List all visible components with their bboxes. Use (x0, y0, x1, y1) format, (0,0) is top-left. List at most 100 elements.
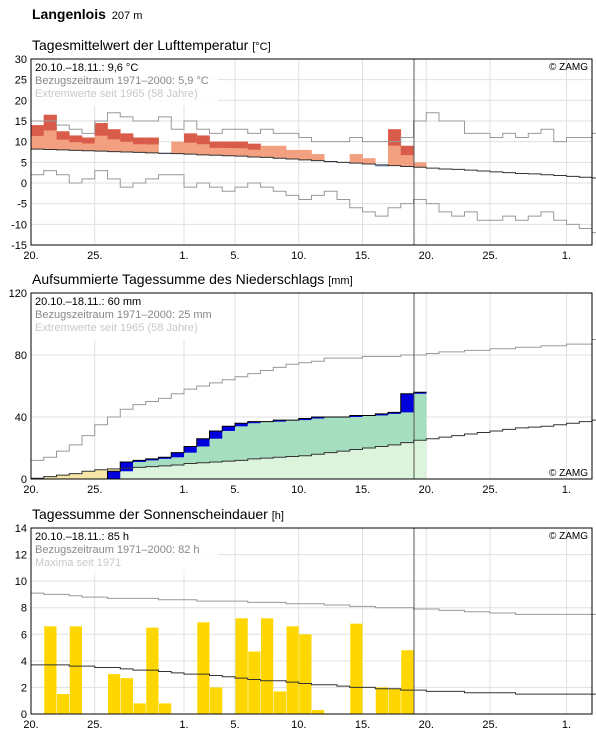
station-header: Langenlois 207 m (32, 6, 142, 22)
precip-fill-below-mean (247, 458, 261, 479)
y-tick-label: 10 (15, 576, 27, 588)
precip-fill-below-mean (375, 446, 389, 479)
precip-fill-above-mean (375, 413, 389, 447)
sun-day-bar (210, 687, 223, 714)
precip-daily-increment (247, 421, 261, 424)
sun-day-bar (44, 626, 57, 714)
sun-mean-line (31, 664, 596, 695)
x-tick-label: 1. (562, 250, 571, 262)
precip-fill-below-mean (235, 460, 249, 479)
x-tick-label: 25. (87, 719, 102, 731)
y-tick-label: 14 (15, 523, 27, 535)
precip-fill-below-mean (311, 454, 325, 479)
x-tick-label: 20. (419, 719, 434, 731)
temp-day-bar (349, 154, 363, 164)
sun-day-bar (375, 687, 388, 714)
precip-fill-above-mean (324, 417, 338, 453)
x-tick-label: 5. (230, 484, 239, 496)
precip-fill-below-mean (400, 442, 414, 479)
temp-day-bar-top (400, 145, 414, 156)
precip-daily-increment (120, 461, 134, 472)
x-tick-label: 25. (87, 484, 102, 496)
info-reference-value: Bezugszeitraum 1971–2000: 5,9 °C (35, 75, 209, 87)
precip-fill-above-mean (413, 392, 427, 441)
temp-day-bar-top (82, 137, 96, 144)
y-tick-label: 0 (21, 709, 27, 721)
precip-fill-below-mean (196, 462, 210, 479)
x-tick-label: 25. (482, 484, 497, 496)
sun-day-bar (401, 650, 414, 714)
sun-day-bar (350, 623, 363, 714)
sun-day-bar (261, 618, 274, 714)
x-tick-label: 5. (230, 250, 239, 262)
precip-fill-below-mean (209, 461, 223, 479)
precip-fill-below-mean (324, 452, 338, 479)
info-box-bg (32, 60, 218, 106)
y-tick-label: 40 (15, 412, 27, 424)
y-tick-label: 10 (15, 137, 27, 149)
precip-fill-above-mean (388, 412, 402, 445)
sun-day-bar (120, 678, 133, 714)
precip-daily-increment (222, 426, 236, 431)
sun-max-line (31, 592, 596, 615)
temp-chart-title: Tagesmittelwert der Lufttemperatur [°C] (32, 37, 271, 53)
precip-fill-below-mean (337, 451, 351, 479)
precip-fill-above-mean (260, 421, 274, 459)
x-tick-label: 20. (23, 250, 38, 262)
x-tick-label: 25. (482, 719, 497, 731)
precip-chart-title: Aufsummierte Tagessumme des Niederschlag… (32, 271, 353, 287)
temp-day-bar (375, 164, 389, 167)
precip-fill-above-mean (311, 417, 325, 455)
precip-deficit-fill (69, 473, 83, 479)
precip-daily-increment (196, 438, 210, 447)
precip-fill-above-mean (298, 418, 312, 456)
sun-chart-title: Tagessumme der Sonnenscheindauer [h] (32, 506, 284, 522)
x-tick-label: 20. (419, 484, 434, 496)
y-tick-label: 2 (21, 682, 27, 694)
precip-fill-above-mean (286, 420, 300, 457)
sun-title-text: Tagessumme der Sonnenscheindauer (32, 506, 268, 522)
temp-day-bar-top (107, 129, 121, 140)
precip-fill-below-mean (260, 458, 274, 479)
precip-daily-increment (388, 412, 402, 414)
y-tick-label: 0 (21, 474, 27, 486)
precip-fill-above-mean (145, 458, 159, 467)
sun-day-bar (57, 694, 70, 714)
copyright-label: © ZAMG (549, 468, 588, 479)
precip-title-text: Aufsummierte Tagessumme des Niederschlag… (32, 271, 325, 287)
temp-min-line (31, 170, 596, 234)
precip-cumulative-line (31, 391, 427, 480)
temp-day-bar-top (209, 141, 223, 148)
sun-day-bar (108, 674, 121, 714)
temp-day-bar-top (69, 135, 83, 143)
sun-day-bar (273, 691, 286, 714)
temp-day-bar (171, 141, 185, 154)
plot-frame (30, 292, 593, 480)
info-period-value: 20.10.–18.11.: 85 h (35, 531, 129, 543)
precip-fill-below-mean (413, 440, 427, 479)
x-tick-label: 15. (355, 484, 370, 496)
y-tick-label: -10 (11, 219, 27, 231)
sun-day-bar (133, 703, 146, 714)
precip-fill-below-mean (273, 457, 287, 479)
x-tick-label: 20. (419, 250, 434, 262)
precip-daily-increment (349, 415, 363, 417)
temp-day-bar-top (120, 133, 134, 142)
temp-day-bar (260, 145, 274, 158)
x-tick-label: 15. (355, 250, 370, 262)
x-tick-label: 1. (179, 719, 188, 731)
precip-daily-increment (413, 392, 427, 394)
precip-fill-above-mean (209, 430, 223, 462)
info-reference-value: Bezugszeitraum 1971–2000: 82 h (35, 544, 200, 556)
temp-day-bar-top (184, 133, 198, 143)
y-tick-label: -5 (17, 199, 27, 211)
precip-fill-below-mean (145, 466, 159, 479)
precip-fill-below-mean (171, 465, 185, 479)
temp-title-text: Tagesmittelwert der Lufttemperatur (32, 37, 249, 53)
temp-day-bar (362, 158, 376, 164)
temp-day-bar-top (145, 137, 159, 145)
y-tick-label: 25 (15, 75, 27, 87)
